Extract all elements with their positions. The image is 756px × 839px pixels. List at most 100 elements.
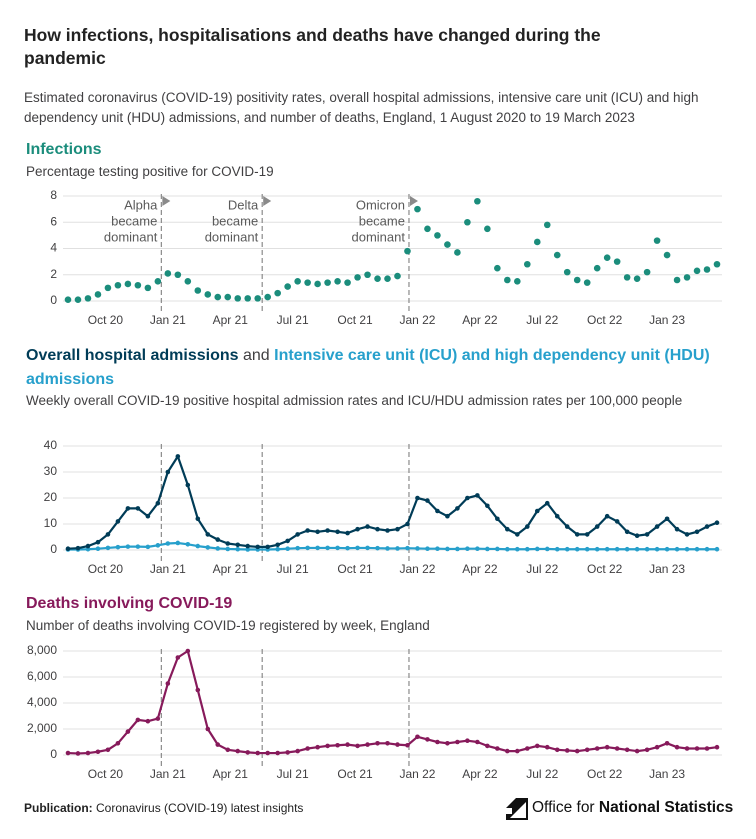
y-tick-label: 8,000: [27, 643, 57, 657]
y-tick-label: 20: [44, 490, 58, 504]
point: [424, 225, 431, 233]
point: [185, 541, 191, 547]
footer: Publication: Coronavirus (COVID-19) late…: [24, 801, 303, 815]
point: [485, 503, 490, 509]
point: [654, 524, 660, 529]
point: [455, 506, 460, 511]
point: [533, 238, 541, 246]
point: [394, 272, 401, 280]
point: [225, 541, 231, 546]
point: [155, 543, 161, 548]
point: [664, 516, 670, 522]
point: [475, 493, 480, 498]
point: [364, 271, 371, 279]
point: [205, 726, 211, 732]
point: [673, 276, 681, 284]
point: [325, 743, 330, 749]
point: [305, 545, 310, 551]
point: [274, 289, 281, 297]
point: [405, 521, 410, 527]
point: [165, 681, 171, 686]
point: [304, 279, 311, 286]
y-tick-label: 40: [44, 438, 58, 452]
point: [485, 743, 490, 749]
x-tick-label: Jan 21: [150, 562, 186, 576]
annotation: became: [212, 213, 258, 228]
point: [704, 546, 710, 552]
point: [295, 545, 300, 551]
point: [415, 734, 420, 740]
point: [663, 251, 671, 259]
point: [205, 532, 211, 537]
point: [154, 278, 162, 285]
point: [104, 284, 112, 292]
point: [604, 744, 610, 750]
point: [574, 748, 580, 754]
x-tick-label: Jan 22: [399, 562, 435, 576]
point: [334, 278, 341, 285]
annotation: dominant: [205, 229, 259, 244]
annotation: became: [359, 213, 405, 228]
point: [544, 546, 550, 552]
point: [315, 545, 320, 551]
point: [703, 266, 711, 273]
point: [395, 742, 400, 747]
point: [275, 542, 280, 548]
point: [435, 508, 440, 514]
point: [634, 533, 640, 538]
point: [135, 717, 141, 723]
point: [135, 544, 141, 549]
point: [345, 530, 350, 536]
point: [624, 529, 630, 535]
point: [445, 741, 450, 746]
x-tick-label: Apr 22: [462, 767, 498, 781]
point: [385, 741, 390, 746]
point: [115, 519, 121, 524]
chart-title: Infections: [26, 141, 102, 158]
point: [155, 500, 161, 506]
y-tick-label: 2,000: [27, 721, 57, 735]
logo: Office for National Statistics: [506, 797, 736, 821]
point: [495, 546, 500, 552]
point: [355, 526, 360, 532]
x-tick-label: Apr 21: [213, 313, 249, 327]
chart-subtitle: Weekly overall COVID-19 positive hospita…: [26, 393, 683, 408]
point: [485, 546, 490, 552]
point: [64, 296, 72, 303]
point: [684, 532, 690, 537]
point: [345, 742, 350, 747]
x-tick-label: Oct 22: [587, 767, 623, 781]
point: [174, 271, 182, 279]
point: [613, 258, 621, 265]
annotation: Alpha: [124, 197, 158, 212]
point: [245, 750, 251, 755]
y-tick-label: 2: [50, 267, 57, 281]
point: [583, 279, 591, 286]
point: [244, 295, 252, 302]
point: [594, 524, 600, 529]
point: [175, 655, 181, 660]
point: [534, 546, 540, 552]
point: [265, 544, 270, 550]
point: [335, 545, 340, 551]
point: [365, 545, 370, 551]
chart-title: Deaths involving COVID-19: [26, 595, 233, 612]
point: [385, 528, 390, 533]
point: [75, 545, 81, 551]
point: [95, 539, 101, 545]
footer-text: Coronavirus (COVID-19) latest insights: [96, 801, 304, 815]
point: [85, 543, 91, 549]
x-tick-label: Apr 22: [462, 562, 498, 576]
annotation: Omicron: [356, 197, 405, 212]
point: [214, 293, 222, 301]
point: [465, 495, 470, 501]
point: [285, 750, 290, 755]
x-tick-label: Jul 21: [277, 562, 309, 576]
point: [345, 545, 350, 551]
point: [375, 526, 380, 532]
point: [175, 540, 181, 546]
chart-title: Overall hospital admissions and Intensiv…: [26, 344, 738, 392]
annotation: Delta: [228, 197, 259, 212]
point: [254, 295, 262, 302]
x-tick-label: Jan 23: [649, 767, 685, 781]
